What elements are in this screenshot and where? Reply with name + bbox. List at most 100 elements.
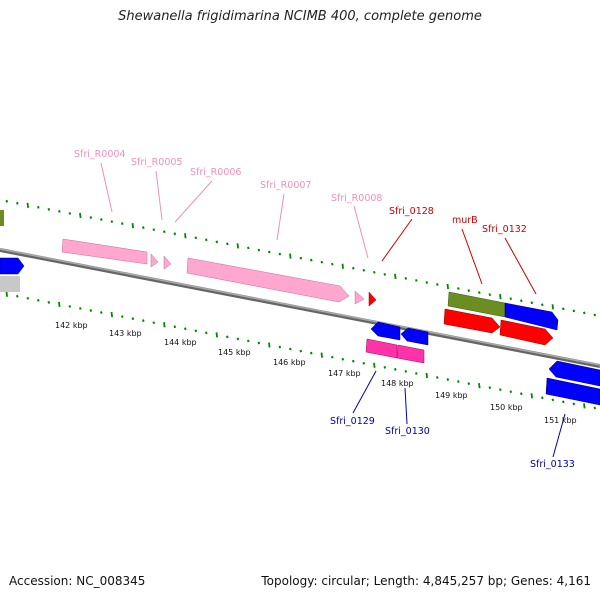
forward-feature-0128 xyxy=(368,291,377,307)
upper-scale-tick xyxy=(79,212,82,219)
lower-scale-tick xyxy=(467,382,471,385)
gene-label[interactable]: Sfri_R0004 xyxy=(74,149,125,160)
genome-title: Shewanella frigidimarina NCIMB 400, comp… xyxy=(118,9,482,24)
lower-scale-tick xyxy=(551,398,555,402)
upper-scale-tick xyxy=(58,210,61,213)
gene-label[interactable]: Sfri_0130 xyxy=(385,426,430,437)
upper-scale-tick xyxy=(541,303,544,307)
scale-label: 146 kbp xyxy=(273,358,306,367)
upper-scale-tick xyxy=(184,233,187,239)
lower-scale-tick xyxy=(110,311,113,318)
upper-scale-tick xyxy=(425,281,429,284)
upper-scale-tick xyxy=(499,294,502,300)
upper-scale-tick xyxy=(68,212,72,215)
upper-scale-tick xyxy=(100,218,103,221)
lower-scale-tick xyxy=(530,393,533,399)
upper-scale-tick xyxy=(467,289,471,292)
forward-feature-red-2 xyxy=(499,319,554,346)
lower-scale-tick xyxy=(583,403,586,409)
gene-label[interactable]: Sfri_0128 xyxy=(389,206,434,217)
upper-scale-tick xyxy=(362,268,366,272)
lower-scale-tick xyxy=(257,341,261,345)
gene-label[interactable]: Sfri_R0005 xyxy=(131,157,182,168)
reverse-feature-0130-pink xyxy=(396,344,425,364)
lower-scale-tick xyxy=(352,359,355,363)
gene-label[interactable]: Sfri_R0006 xyxy=(190,167,241,178)
lower-scale-tick xyxy=(415,372,418,375)
partial-feature-blue-left xyxy=(0,257,25,275)
lower-scale-tick xyxy=(16,294,19,298)
reverse-feature-0129-pink xyxy=(365,338,398,359)
upper-scale-tick xyxy=(404,277,408,280)
lower-scale-tick xyxy=(320,352,323,358)
leader-line xyxy=(504,237,537,295)
upper-scale-tick xyxy=(299,256,303,260)
lower-scale-tick xyxy=(562,400,565,404)
lower-scale-tick xyxy=(383,365,387,369)
upper-scale-tick xyxy=(142,226,145,230)
upper-scale-tick xyxy=(593,313,597,317)
lower-scale-tick xyxy=(47,301,51,304)
upper-scale-tick xyxy=(205,238,208,242)
gene-label[interactable]: Sfri_R0007 xyxy=(260,180,311,191)
gene-label[interactable]: Sfri_R0008 xyxy=(331,193,382,204)
upper-scale-tick xyxy=(37,205,40,209)
lower-scale-tick xyxy=(26,296,30,300)
lower-scale-tick xyxy=(142,319,145,323)
upper-scale-tick xyxy=(257,248,261,252)
lower-scale-tick xyxy=(331,355,334,359)
rna-feature-R0008 xyxy=(354,290,365,305)
lower-scale-tick xyxy=(184,327,187,331)
leader-line xyxy=(276,193,285,241)
upper-scale-tick xyxy=(47,208,51,211)
leader-line xyxy=(404,387,408,425)
upper-scale-tick xyxy=(457,287,460,290)
gene-label[interactable]: Sfri_0132 xyxy=(482,224,527,235)
reverse-feature-0130-blue xyxy=(400,327,429,346)
lower-scale-tick xyxy=(520,392,523,396)
leader-line xyxy=(461,228,483,285)
rna-feature-R0006 xyxy=(163,255,172,270)
lower-scale-tick xyxy=(394,368,397,371)
lower-scale-tick xyxy=(310,351,313,355)
lower-scale-tick xyxy=(425,372,428,379)
upper-scale-tick xyxy=(331,262,334,266)
upper-scale-tick xyxy=(226,242,229,246)
leader-line xyxy=(552,413,566,458)
lower-scale-tick xyxy=(299,349,303,353)
upper-scale-tick xyxy=(520,299,523,303)
upper-scale-tick xyxy=(478,291,481,294)
leader-line xyxy=(100,162,113,213)
feature-0132-blue xyxy=(504,302,559,331)
upper-scale-tick xyxy=(194,236,198,240)
scale-label: 144 kbp xyxy=(164,338,197,347)
upper-scale-tick xyxy=(289,253,292,259)
upper-scale-tick xyxy=(121,222,124,225)
gene-labels: Sfri_R0004 Sfri_R0005 Sfri_R0006 Sfri_R0007… xyxy=(74,149,575,470)
scale-label: 145 kbp xyxy=(218,348,251,357)
lower-scale-tick xyxy=(488,386,492,389)
lower-scale-tick xyxy=(289,347,292,351)
lower-scale-tick xyxy=(404,370,408,373)
rna-feature-R0004 xyxy=(61,238,148,265)
lower-scale-track xyxy=(5,291,597,410)
label-leaders xyxy=(100,162,566,458)
scale-label: 147 kbp xyxy=(328,369,361,378)
lower-scale-tick xyxy=(362,361,366,365)
reverse-feature-0133-blue-2 xyxy=(545,377,600,406)
gene-label[interactable]: Sfri_0129 xyxy=(330,416,375,427)
upper-scale-tick xyxy=(383,272,387,276)
gene-label[interactable]: murB xyxy=(452,215,478,226)
upper-scale-tick xyxy=(341,263,344,269)
lower-scale-tick xyxy=(79,307,82,310)
lower-scale-tick xyxy=(478,382,481,389)
topology-text: Topology: circular; Length: 4,845,257 bp… xyxy=(261,574,591,588)
lower-scale-tick xyxy=(341,357,345,361)
scale-labels: 142 kbp 143 kbp 144 kbp 145 kbp 146 kbp 147 k… xyxy=(55,321,577,425)
lower-scale-tick xyxy=(436,376,439,379)
reverse-feature-0133-blue-1 xyxy=(548,360,600,387)
gene-label[interactable]: Sfri_0133 xyxy=(530,459,575,470)
upper-scale-tick xyxy=(446,283,449,290)
lower-scale-tick xyxy=(236,337,240,341)
